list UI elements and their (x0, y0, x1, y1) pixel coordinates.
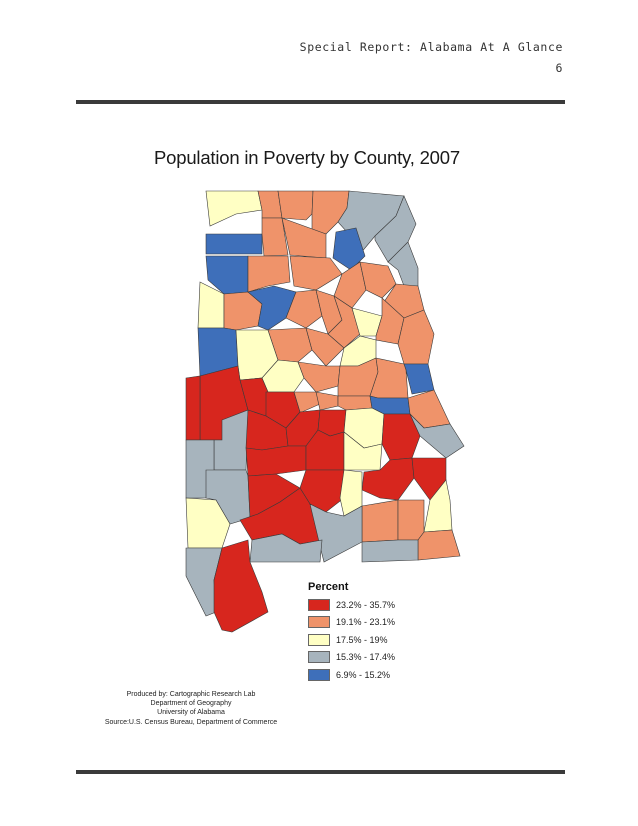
county (337, 395, 373, 411)
county (297, 361, 341, 393)
county (409, 413, 465, 459)
county (213, 539, 269, 633)
county (374, 195, 417, 263)
county (245, 445, 307, 477)
county (359, 261, 397, 299)
county (185, 497, 231, 549)
county (267, 327, 313, 363)
credit-produced-by: Produced by: Cartographic Research Lab (126, 691, 256, 698)
legend-item: 23.2% - 35.7% (308, 596, 395, 614)
map-legend: Percent 23.2% - 35.7% 19.1% - 23.1% 17.5… (308, 581, 395, 684)
legend-item: 15.3% - 17.4% (308, 649, 395, 667)
running-header: Special Report: Alabama At A Glance 6 (300, 37, 563, 79)
county (397, 499, 425, 541)
county (261, 217, 289, 257)
county (305, 327, 345, 367)
county (247, 255, 291, 293)
county-shapes (185, 190, 465, 633)
county (285, 289, 323, 329)
county (185, 375, 201, 441)
legend-item: 6.9% - 15.2% (308, 666, 395, 684)
page-number: 6 (555, 61, 563, 75)
county (417, 529, 461, 561)
legend-label: 23.2% - 35.7% (336, 599, 396, 610)
legend-title: Percent (308, 581, 349, 593)
county (343, 431, 383, 471)
legend-label: 19.1% - 23.1% (336, 617, 396, 628)
top-divider (76, 100, 565, 104)
legend-item: 17.5% - 19% (308, 631, 395, 649)
legend-swatch (308, 633, 330, 646)
credit-university: University of Alabama (157, 709, 225, 717)
county (315, 391, 339, 411)
legend-swatch (308, 668, 330, 681)
credit-department: Department of Geography (150, 700, 232, 708)
county (289, 255, 343, 291)
legend-swatch (308, 651, 330, 664)
county (333, 261, 367, 309)
legend-label: 6.9% - 15.2% (336, 669, 391, 680)
county (277, 190, 314, 221)
legend-swatch (308, 616, 330, 629)
county (403, 363, 435, 395)
credit-source: Source:U.S. Census Bureau, Department of… (104, 718, 278, 726)
legend-label: 17.5% - 19% (336, 634, 388, 645)
bottom-divider (76, 770, 565, 774)
county (361, 499, 399, 543)
legend-swatch (308, 598, 330, 611)
county (247, 285, 297, 331)
county (205, 469, 251, 525)
map-credits: Produced by: Cartographic Research Lab D… (96, 690, 286, 727)
legend-label: 15.3% - 17.4% (336, 652, 396, 663)
county (205, 233, 263, 255)
county (205, 190, 263, 227)
report-title: Special Report: Alabama At A Glance (299, 40, 563, 54)
map-title: Population in Poverty by County, 2007 (154, 147, 460, 168)
county (361, 539, 419, 563)
legend-item: 19.1% - 23.1% (308, 614, 395, 632)
county (293, 391, 321, 413)
county (423, 479, 453, 533)
